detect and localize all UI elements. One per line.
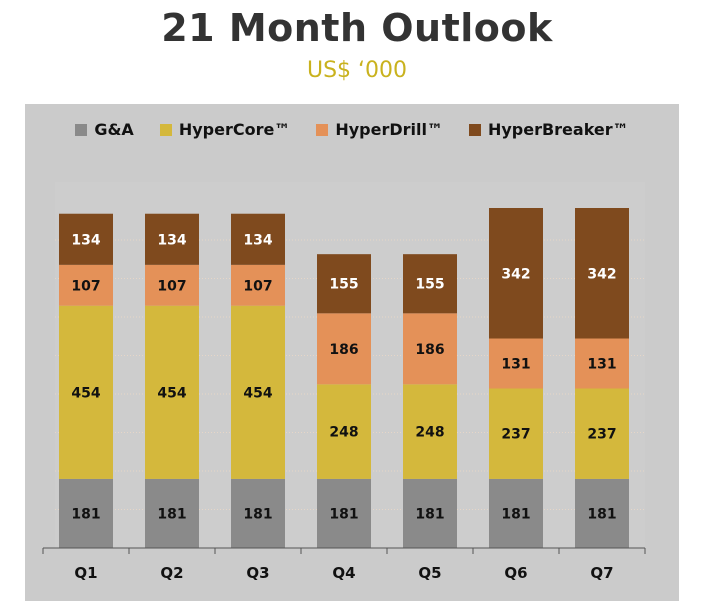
x-tick-label: Q2 [160, 564, 183, 582]
bar-segment-q6-2 [489, 338, 543, 389]
data-label: 131 [501, 356, 530, 372]
bar-segment-q1-1 [59, 305, 113, 479]
bar-segment-q4-0 [317, 478, 371, 548]
bar-segment-q5-1 [403, 384, 457, 479]
bar-segment-q5-3 [403, 254, 457, 314]
x-tick-label: Q5 [418, 564, 441, 582]
bar-segment-q2-0 [145, 478, 199, 548]
data-label: 248 [329, 425, 358, 441]
chart-plot: 181 454 107 134 181 454 107 134 181 454 107 134 181 2… [42, 182, 646, 582]
x-tick-label: Q1 [74, 564, 97, 582]
bar-segment-q5-0 [403, 478, 457, 548]
x-tick-label: Q6 [504, 564, 527, 582]
data-label: 155 [415, 277, 444, 293]
x-tick-label: Q3 [246, 564, 269, 582]
data-label: 181 [501, 506, 530, 522]
data-label: 107 [243, 278, 272, 294]
bar-segment-q3-3 [231, 213, 285, 265]
legend-swatch [159, 123, 172, 136]
legend-item: HyperDrill™ [316, 120, 443, 139]
legend-item: HyperCore™ [159, 120, 291, 139]
legend-swatch [316, 123, 329, 136]
bar-segment-q4-1 [317, 384, 371, 479]
bar-segment-q3-1 [231, 305, 285, 479]
chart-title: 21 Month Outlook [161, 6, 553, 50]
data-label: 134 [157, 232, 186, 248]
data-label: 454 [243, 385, 272, 401]
legend-label: HyperDrill™ [335, 120, 443, 139]
data-label: 181 [415, 506, 444, 522]
data-label: 181 [157, 506, 186, 522]
bar-segment-q7-2 [575, 338, 629, 389]
bar-segment-q4-2 [317, 313, 371, 385]
data-label: 131 [587, 356, 616, 372]
bar-segment-q6-1 [489, 388, 543, 479]
data-label: 342 [501, 266, 530, 282]
data-label: 186 [415, 342, 444, 358]
data-label: 155 [329, 277, 358, 293]
bar-segment-q6-3 [489, 208, 543, 339]
bar-segment-q6-0 [489, 478, 543, 548]
data-label: 181 [587, 506, 616, 522]
bar-segment-q2-3 [145, 213, 199, 265]
x-tick-label: Q4 [332, 564, 355, 582]
chart-subtitle: US$ ‘000 [306, 58, 408, 83]
bar-segment-q2-2 [145, 264, 199, 306]
bar-segment-q5-2 [403, 313, 457, 385]
bar-segment-q3-0 [231, 478, 285, 548]
data-label: 107 [157, 278, 186, 294]
x-tick-label: Q7 [590, 564, 613, 582]
data-label: 237 [501, 427, 530, 443]
bar-segment-q7-0 [575, 478, 629, 548]
data-label: 107 [71, 278, 100, 294]
legend-swatch [468, 123, 481, 136]
bar-segment-q3-2 [231, 264, 285, 306]
bar-segment-q1-2 [59, 264, 113, 306]
legend-item: HyperBreaker™ [468, 120, 629, 139]
legend-label: HyperCore™ [178, 120, 291, 139]
data-label: 134 [243, 232, 272, 248]
bar-segment-q1-3 [59, 213, 113, 265]
bar-segment-q2-1 [145, 305, 199, 479]
legend-label: G&A [94, 120, 134, 139]
data-label: 181 [329, 506, 358, 522]
data-label: 454 [157, 385, 186, 401]
data-label: 181 [243, 506, 272, 522]
legend-swatch [75, 123, 88, 136]
data-label: 454 [71, 385, 100, 401]
bar-segment-q4-3 [317, 254, 371, 314]
data-label: 342 [587, 266, 616, 282]
legend-item: G&A [75, 120, 134, 139]
bar-segment-q7-3 [575, 208, 629, 339]
chart-panel: G&A HyperCore™ HyperDrill™ HyperBreaker™ 18… [25, 104, 679, 601]
data-label: 134 [71, 232, 100, 248]
bar-segment-q7-1 [575, 388, 629, 479]
data-label: 248 [415, 425, 444, 441]
data-label: 181 [71, 506, 100, 522]
data-label: 186 [329, 342, 358, 358]
data-label: 237 [587, 427, 616, 443]
bar-segment-q1-0 [59, 478, 113, 548]
legend: G&A HyperCore™ HyperDrill™ HyperBreaker™ [25, 120, 679, 139]
legend-label: HyperBreaker™ [487, 120, 629, 139]
